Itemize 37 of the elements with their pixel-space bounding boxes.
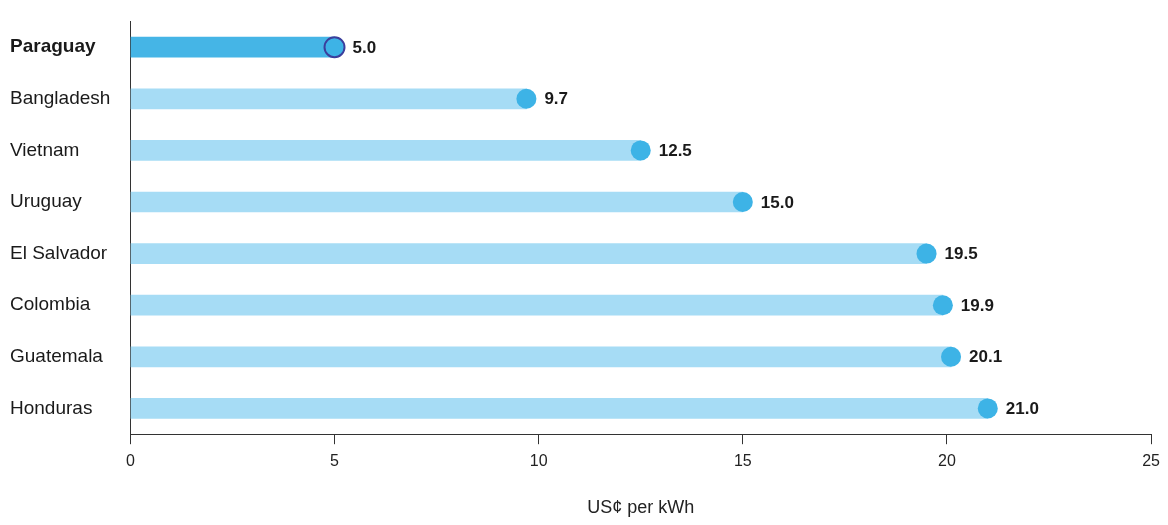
point bbox=[323, 36, 346, 59]
x-tick-label: 10 bbox=[529, 452, 548, 470]
x-axis-title: US¢ per kWh bbox=[587, 497, 695, 518]
y-tick-label: Paraguay bbox=[10, 35, 96, 57]
data-label: 20.1 bbox=[969, 347, 1003, 367]
y-tick-label: Honduras bbox=[10, 396, 93, 418]
data-label: 19.9 bbox=[960, 295, 994, 315]
y-tick-label: Uruguay bbox=[10, 190, 83, 212]
bar bbox=[130, 243, 927, 264]
bar bbox=[130, 88, 527, 110]
y-tick-label: Guatemala bbox=[10, 345, 104, 367]
point bbox=[932, 295, 953, 316]
data-label: 5.0 bbox=[352, 37, 377, 57]
data-label: 19.5 bbox=[944, 244, 978, 264]
point bbox=[941, 346, 962, 367]
y-tick-label: Bangladesh bbox=[10, 87, 111, 109]
y-tick-label: Vietnam bbox=[10, 138, 80, 160]
data-label: 9.7 bbox=[544, 89, 569, 109]
y-tick-label: Colombia bbox=[10, 293, 91, 315]
x-tick-label: 5 bbox=[330, 452, 340, 470]
point bbox=[516, 88, 537, 109]
data-label: 21.0 bbox=[1005, 399, 1039, 419]
bar bbox=[130, 140, 642, 161]
bar bbox=[130, 398, 989, 419]
x-tick-label: 0 bbox=[125, 452, 135, 470]
x-tick-label: 20 bbox=[938, 452, 956, 470]
point bbox=[916, 243, 937, 264]
point bbox=[630, 140, 651, 161]
x-tick-label: 25 bbox=[1142, 452, 1161, 470]
x-tick-label: 15 bbox=[733, 452, 752, 470]
bar bbox=[130, 294, 944, 316]
point bbox=[977, 398, 998, 419]
data-label: 12.5 bbox=[658, 141, 692, 161]
point bbox=[732, 192, 753, 212]
bar bbox=[130, 346, 952, 368]
data-label: 15.0 bbox=[760, 192, 794, 212]
y-tick-label: El Salvador bbox=[10, 241, 108, 263]
